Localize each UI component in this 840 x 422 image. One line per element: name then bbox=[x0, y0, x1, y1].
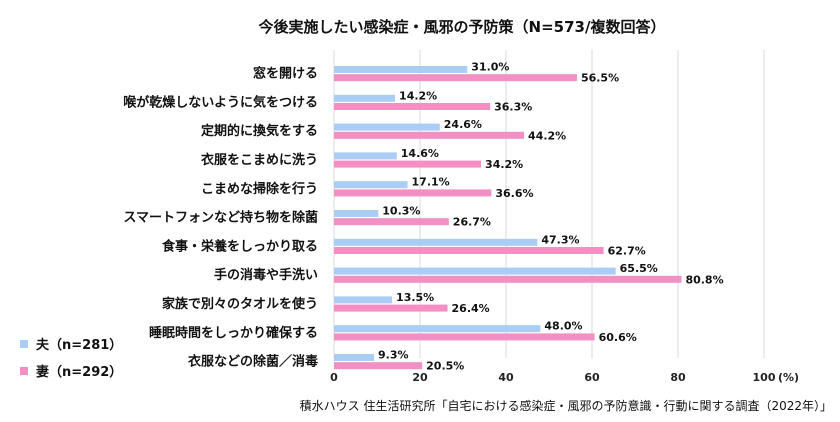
bar-s1-c6 bbox=[334, 247, 604, 254]
bar-s0-c9 bbox=[334, 325, 541, 333]
bar-s0-c7 bbox=[334, 267, 616, 275]
x-tick-label-0: 0 bbox=[330, 371, 338, 384]
category-label-6: 食事・栄養をしっかり取る bbox=[162, 238, 318, 254]
category-label-1: 喉が乾燥しないように気をつける bbox=[123, 94, 318, 110]
bar-s1-c4 bbox=[334, 189, 492, 197]
bar-s0-c8 bbox=[334, 296, 393, 304]
category-label-10: 衣服などの除菌／消毒 bbox=[188, 354, 318, 370]
value-label-s1-c5: 26.7% bbox=[453, 216, 491, 229]
value-label-s0-c6: 47.3% bbox=[541, 233, 579, 246]
value-label-s0-c7: 65.5% bbox=[620, 262, 658, 275]
value-label-s0-c8: 13.5% bbox=[396, 291, 434, 304]
value-label-s0-c1: 14.2% bbox=[399, 89, 437, 102]
legend-swatch-1 bbox=[20, 367, 28, 375]
value-label-s0-c4: 17.1% bbox=[412, 176, 450, 189]
bar-s1-c9 bbox=[334, 333, 595, 341]
x-axis-unit: (%) bbox=[778, 371, 799, 384]
bar-s0-c3 bbox=[334, 152, 397, 160]
value-label-s1-c7: 80.8% bbox=[685, 273, 723, 286]
bar-s1-c10 bbox=[334, 362, 423, 370]
x-tick-label-2: 40 bbox=[498, 371, 514, 384]
value-label-s1-c6: 62.7% bbox=[608, 245, 646, 258]
value-label-s0-c9: 48.0% bbox=[544, 320, 582, 333]
bar-s1-c8 bbox=[334, 304, 448, 312]
value-label-s1-c2: 44.2% bbox=[528, 129, 566, 142]
category-label-7: 手の消毒や手洗い bbox=[214, 267, 318, 283]
bar-s0-c10 bbox=[334, 354, 374, 361]
bar-s0-c1 bbox=[334, 94, 396, 102]
x-tick-label-3: 60 bbox=[584, 371, 600, 384]
value-label-s1-c10: 20.5% bbox=[426, 360, 464, 373]
category-label-0: 窓を開ける bbox=[253, 66, 318, 82]
legend: 夫（n=281） 妻（n=292） bbox=[20, 337, 122, 380]
category-label-3: 衣服をこまめに洗う bbox=[201, 152, 318, 168]
chart-title: 今後実施したい感染症・風邪の予防策（N=573/複数回答） bbox=[258, 18, 666, 36]
value-label-s0-c10: 9.3% bbox=[378, 349, 409, 362]
bar-s0-c2 bbox=[334, 123, 440, 131]
bar-s1-c0 bbox=[334, 74, 577, 82]
legend-label-1: 妻（n=292） bbox=[36, 364, 122, 380]
category-label-2: 定期的に換気をする bbox=[200, 123, 318, 139]
category-label-9: 睡眠時間をしっかり確保する bbox=[149, 325, 318, 341]
x-tick-label-5: 100 bbox=[753, 371, 776, 384]
bar-layer bbox=[334, 66, 682, 370]
value-label-s0-c3: 14.6% bbox=[401, 147, 439, 160]
bar-s1-c3 bbox=[334, 160, 482, 168]
bar-s0-c6 bbox=[334, 238, 538, 246]
label-layer: 窓を開ける 31.0% 56.5% 喉が乾燥しないように気をつける 14.2% 36.3%… bbox=[123, 61, 723, 373]
value-label-s1-c0: 56.5% bbox=[581, 72, 619, 85]
bar-s1-c5 bbox=[334, 218, 449, 226]
bar-s1-c2 bbox=[334, 131, 525, 139]
bar-s0-c4 bbox=[334, 181, 408, 189]
value-label-s0-c5: 10.3% bbox=[382, 205, 420, 218]
axis-layer: 0 20 40 60 80 100 (%) bbox=[330, 371, 799, 384]
value-label-s1-c8: 26.4% bbox=[452, 302, 490, 315]
category-label-8: 家族で別々のタオルを使う bbox=[162, 296, 318, 312]
value-label-s1-c4: 36.6% bbox=[495, 187, 533, 200]
value-label-s0-c2: 24.6% bbox=[444, 118, 482, 131]
category-label-5: スマートフォンなど持ち物を除菌 bbox=[123, 210, 318, 226]
x-tick-label-4: 80 bbox=[670, 371, 686, 384]
legend-label-0: 夫（n=281） bbox=[36, 337, 122, 353]
x-tick-label-1: 20 bbox=[412, 371, 428, 384]
bar-s1-c7 bbox=[334, 275, 682, 283]
category-label-4: こまめな掃除を行う bbox=[201, 181, 318, 197]
value-label-s1-c9: 60.6% bbox=[599, 331, 637, 344]
source-note: 積水ハウス 住生活研究所「自宅における感染症・風邪の予防意識・行動に関する調査（… bbox=[300, 398, 832, 413]
bar-s0-c5 bbox=[334, 210, 379, 217]
bar-s1-c1 bbox=[334, 103, 491, 110]
bar-s0-c0 bbox=[334, 66, 468, 73]
value-label-s1-c3: 34.2% bbox=[485, 158, 523, 171]
value-label-s0-c0: 31.0% bbox=[471, 61, 509, 74]
legend-swatch-0 bbox=[20, 340, 28, 348]
value-label-s1-c1: 36.3% bbox=[494, 101, 532, 114]
